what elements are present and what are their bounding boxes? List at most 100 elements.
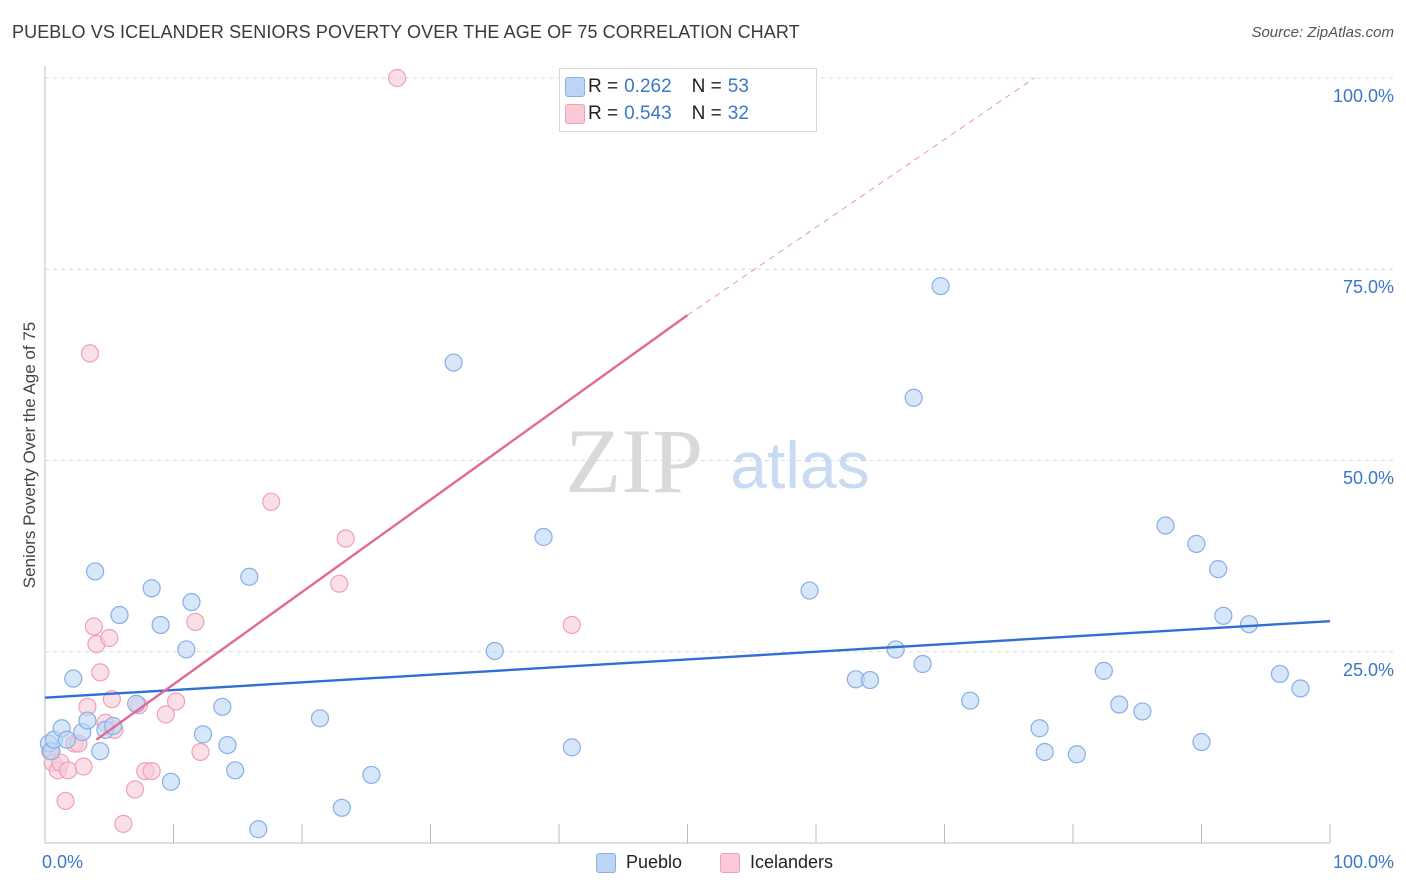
y-tick-label-75: 75.0%	[1342, 277, 1394, 297]
pueblo-point	[1209, 560, 1228, 579]
icelanders-point	[114, 814, 133, 833]
icelanders-legend-swatch-icon	[720, 852, 740, 873]
pueblo-point	[562, 738, 581, 757]
pueblo-point	[904, 388, 923, 407]
pueblo-point	[485, 641, 504, 661]
pueblo-point	[961, 691, 980, 710]
icelanders-point	[336, 529, 355, 548]
pueblo-point	[182, 592, 201, 612]
icelanders-point	[142, 761, 161, 781]
pueblo-point	[860, 670, 880, 690]
icelanders-point	[84, 617, 103, 636]
pueblo-point	[86, 562, 105, 581]
chart-title: PUEBLO VS ICELANDER SENIORS POVERTY OVER…	[12, 22, 800, 42]
pueblo-point	[177, 640, 196, 659]
legend-item-icelanders: Icelanders	[720, 852, 833, 873]
pueblo-point	[142, 579, 161, 598]
pueblo-point	[1110, 695, 1129, 714]
pueblo-legend-swatch-icon	[596, 852, 616, 873]
pueblo-point	[226, 761, 245, 780]
pueblo-point	[151, 615, 170, 635]
x-tick-label-100: 100.0%	[1332, 852, 1394, 872]
icelanders-point	[100, 628, 119, 648]
pueblo-point	[1270, 664, 1289, 684]
icelanders-point	[191, 742, 210, 762]
legend-r-label: R =	[588, 76, 619, 97]
legend-r-label: R =	[588, 103, 619, 124]
pueblo-point	[1094, 661, 1113, 680]
pueblo-point	[91, 742, 110, 761]
icelanders-swatch-icon	[565, 104, 585, 124]
y-tick-label-100: 100.0%	[1332, 86, 1394, 106]
source-credit: Source: ZipAtlas.com	[1251, 24, 1394, 41]
trend-lines	[44, 77, 1331, 741]
pueblo-point	[310, 709, 330, 728]
pueblo-point	[57, 730, 76, 749]
pueblo-trend-line	[44, 619, 1331, 699]
legend-n-value: 53	[727, 76, 749, 97]
icelanders-point	[80, 344, 100, 363]
pueblo-point	[444, 353, 463, 372]
pueblo-point	[1067, 745, 1086, 764]
legend-label-pueblo: Pueblo	[626, 852, 683, 872]
pueblo-point	[332, 798, 351, 817]
icelanders-point	[166, 692, 186, 711]
axes	[44, 66, 1331, 844]
gridlines	[45, 77, 1395, 653]
legend-label-icelanders: Icelanders	[750, 852, 834, 872]
pueblo-point	[913, 654, 932, 674]
pueblo-point	[240, 567, 259, 586]
pueblo-point	[931, 276, 950, 296]
icelanders-point	[56, 791, 75, 811]
pueblo-point	[218, 735, 237, 755]
watermark-atlas: atlas	[730, 428, 869, 502]
legend-item-pueblo: Pueblo	[596, 852, 682, 873]
icelanders-point	[59, 761, 78, 780]
pueblo-point	[1030, 719, 1049, 738]
icelanders-point	[125, 780, 145, 799]
icelanders-point	[387, 68, 407, 88]
pueblo-point	[193, 725, 213, 744]
pueblo-point	[64, 669, 83, 688]
legend-r-value: 0.262	[624, 76, 672, 97]
watermark: ZIP atlas	[565, 410, 870, 512]
y-tick-label-50: 50.0%	[1342, 468, 1394, 488]
pueblo-swatch-icon	[565, 77, 585, 97]
pueblo-point	[1214, 606, 1233, 625]
icelanders-point	[262, 492, 281, 511]
pueblo-point	[1133, 702, 1152, 721]
legend-r-value: 0.543	[624, 103, 672, 124]
x-tick-label-0: 0.0%	[42, 852, 84, 872]
icelanders-trend-extension	[687, 77, 1035, 316]
pueblo-point	[161, 772, 181, 791]
icelanders-point	[91, 663, 110, 682]
pueblo-point	[1192, 732, 1211, 752]
pueblo-point	[1035, 742, 1054, 762]
icelanders-point	[156, 705, 175, 724]
pueblo-point	[1187, 534, 1206, 553]
legend-n-value: 32	[727, 103, 749, 124]
watermark-zip: ZIP	[565, 410, 703, 512]
pueblo-point	[1239, 615, 1259, 634]
pueblo-point	[1156, 516, 1175, 535]
pueblo-point	[800, 581, 819, 600]
pueblo-point	[362, 765, 381, 785]
pueblo-point	[886, 640, 905, 659]
icelanders-point	[74, 757, 93, 776]
pueblo-points	[39, 276, 1310, 839]
pueblo-point	[110, 605, 129, 625]
icelanders-point	[186, 612, 205, 632]
pueblo-point	[213, 697, 232, 716]
icelanders-point	[562, 615, 581, 635]
legend-n-label: N =	[691, 103, 722, 124]
pueblo-point	[249, 820, 268, 839]
y-tick-label-25: 25.0%	[1342, 660, 1394, 680]
pueblo-point	[534, 527, 553, 547]
icelanders-point	[330, 574, 349, 593]
icelanders-trend-line	[95, 314, 689, 741]
legend-row-icelanders: R = 0.543 N = 32	[565, 102, 749, 126]
correlation-legend: R = 0.262 N = 53 R = 0.543 N = 32	[559, 68, 817, 132]
pueblo-point	[1291, 679, 1310, 698]
pueblo-point	[78, 711, 97, 730]
